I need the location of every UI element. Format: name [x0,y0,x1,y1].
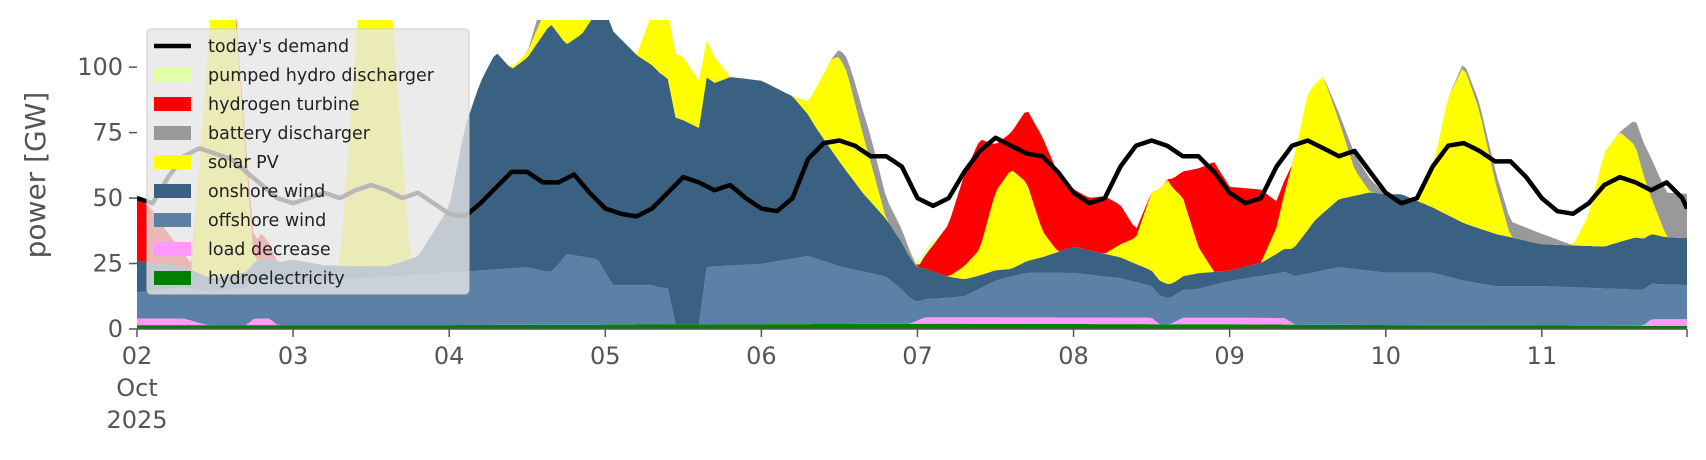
legend-swatch-hydrogen-turbine [154,97,191,111]
x-tick-label: 08 [1058,342,1089,370]
x-tick-label: 04 [434,342,465,370]
legend-swatch-onshore-wind [154,184,191,198]
x-tick-label: 10 [1370,342,1401,370]
x-tick-label: 07 [902,342,933,370]
y-tick-label: 75 [92,119,123,147]
legend-swatch-offshore-wind [154,213,191,227]
area-layers [137,20,1687,329]
legend-label-load-decrease: load decrease [208,240,331,260]
area-offshore-wind [137,254,1687,326]
legend-label-offshore-wind: offshore wind [208,211,326,231]
area-onshore-wind [137,20,1687,325]
legend-label-onshore-wind: onshore wind [208,182,325,202]
x-tick-label: 02 [122,342,153,370]
area-solar-pv [137,20,1687,284]
x-tick-label: 09 [1214,342,1245,370]
x-tick-label: 03 [278,342,309,370]
area-hydroelectricity [137,323,1687,329]
legend-swatch-pumped-hydro-discharger [154,68,191,82]
y-tick-label: 100 [77,53,123,81]
axes: 0 25 50 75 100 02 Oct 2025 03 04 05 06 07 08 09 10 11 [77,53,1688,434]
legend-swatch-hydroelectricity [154,271,191,285]
x-tick-label: 11 [1527,342,1558,370]
legend: today's demand pumped hydro discharger hyd… [146,28,470,295]
legend-box [146,28,470,295]
legend-label-pumped-hydro-discharger: pumped hydro discharger [208,66,435,86]
y-tick-label: 50 [92,184,123,212]
legend-label-today-s-demand: today's demand [208,37,349,57]
y-axis-label: power [GW] [19,92,52,259]
legend-swatch-load-decrease [154,242,191,256]
legend-label-hydrogen-turbine: hydrogen turbine [208,95,360,115]
legend-label-battery-discharger: battery discharger [208,124,371,144]
legend-label-hydroelectricity: hydroelectricity [208,269,345,289]
x-tick-sublabel: Oct [116,374,158,402]
x-tick-label: 06 [746,342,777,370]
x-tick-sublabel: 2025 [106,406,167,434]
legend-swatch-solar-pv [154,155,191,169]
legend-label-solar-pv: solar PV [208,153,279,173]
y-tick-label: 25 [92,250,123,278]
x-tick-label: 05 [590,342,621,370]
y-tick-label: 0 [108,315,123,343]
legend-swatch-battery-discharger [154,126,191,140]
